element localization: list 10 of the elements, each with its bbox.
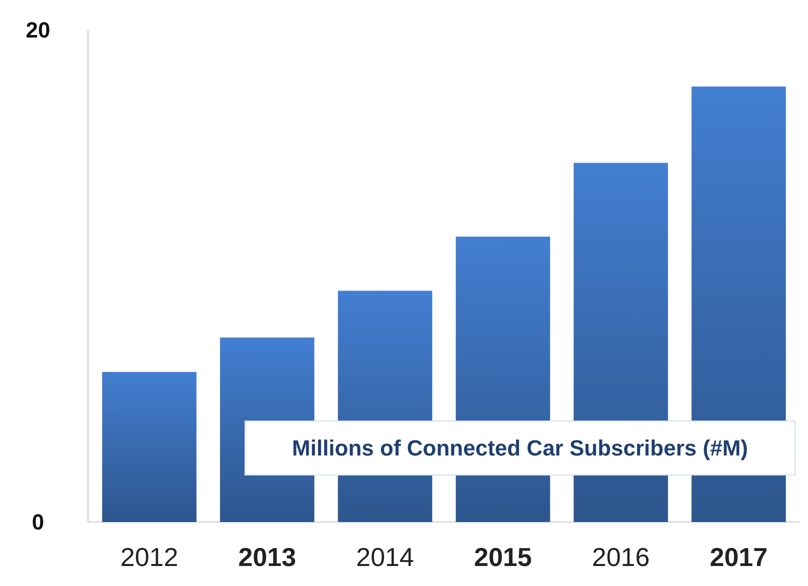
x-tick-label: 2016 bbox=[592, 542, 650, 572]
x-tick-label: 2015 bbox=[474, 542, 532, 572]
x-tick-label: 2013 bbox=[238, 542, 296, 572]
text: Millions of Connected Car Subscribers (#M) bbox=[292, 436, 748, 461]
y-tick-label: 20 bbox=[26, 18, 50, 43]
y-tick-label: 0 bbox=[32, 510, 44, 535]
x-tick-label: 2017 bbox=[710, 542, 768, 572]
bar bbox=[102, 372, 196, 522]
x-tick-label: 2014 bbox=[356, 542, 414, 572]
x-tick-label: 2012 bbox=[120, 542, 178, 572]
